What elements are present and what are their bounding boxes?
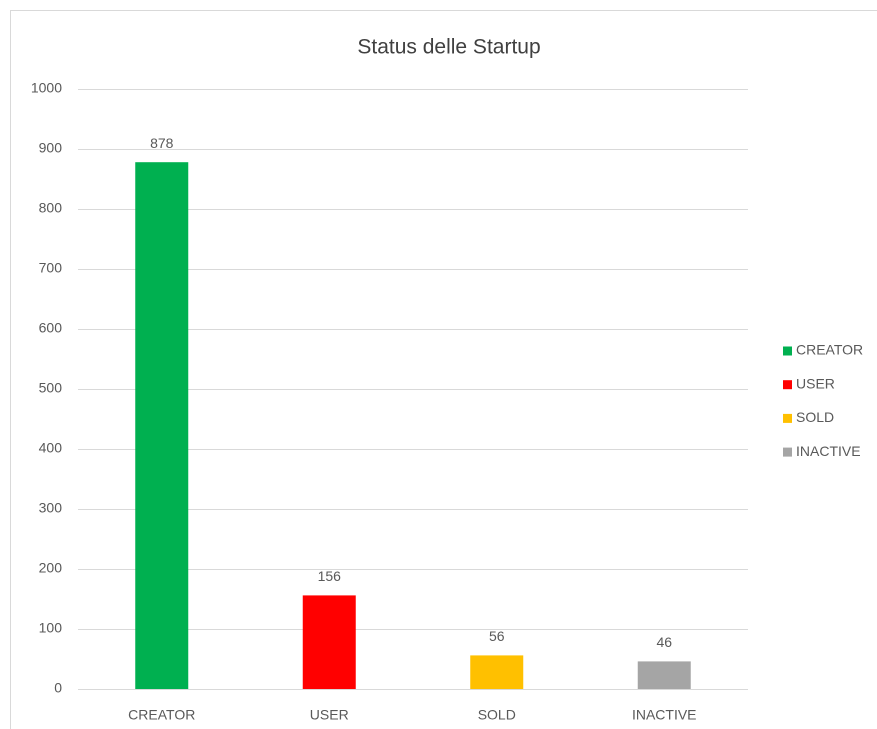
- data-label: 878: [150, 135, 174, 151]
- y-tick-label: 700: [39, 260, 63, 276]
- legend-swatch: [783, 413, 792, 423]
- data-label: 46: [656, 634, 672, 650]
- x-tick-label: SOLD: [478, 707, 516, 723]
- legend-label: CREATOR: [796, 342, 863, 358]
- bar: [637, 661, 691, 689]
- y-tick-label: 800: [39, 200, 63, 216]
- legend-label: INACTIVE: [796, 443, 861, 459]
- legend-swatch: [783, 380, 792, 390]
- y-tick-label: 900: [39, 140, 63, 156]
- chart-title: Status delle Startup: [357, 36, 540, 59]
- x-tick-label: INACTIVE: [632, 707, 697, 723]
- y-tick-label: 500: [39, 380, 63, 396]
- legend-label: USER: [796, 375, 835, 391]
- bar: [470, 655, 524, 689]
- data-label: 156: [318, 568, 342, 584]
- bar: [302, 595, 356, 689]
- y-tick-label: 300: [39, 500, 63, 516]
- y-tick-label: 100: [39, 620, 63, 636]
- y-tick-label: 400: [39, 440, 63, 456]
- data-label: 56: [489, 628, 505, 644]
- legend-swatch: [783, 447, 792, 457]
- y-tick-label: 200: [39, 560, 63, 576]
- x-tick-label: USER: [310, 707, 349, 723]
- chart-border: [10, 10, 877, 729]
- y-tick-label: 1000: [31, 80, 62, 96]
- x-tick-label: CREATOR: [128, 707, 195, 723]
- bar: [135, 162, 189, 689]
- y-tick-label: 600: [39, 320, 63, 336]
- legend-label: SOLD: [796, 409, 834, 425]
- y-tick-label: 0: [54, 680, 62, 696]
- legend-swatch: [783, 346, 792, 356]
